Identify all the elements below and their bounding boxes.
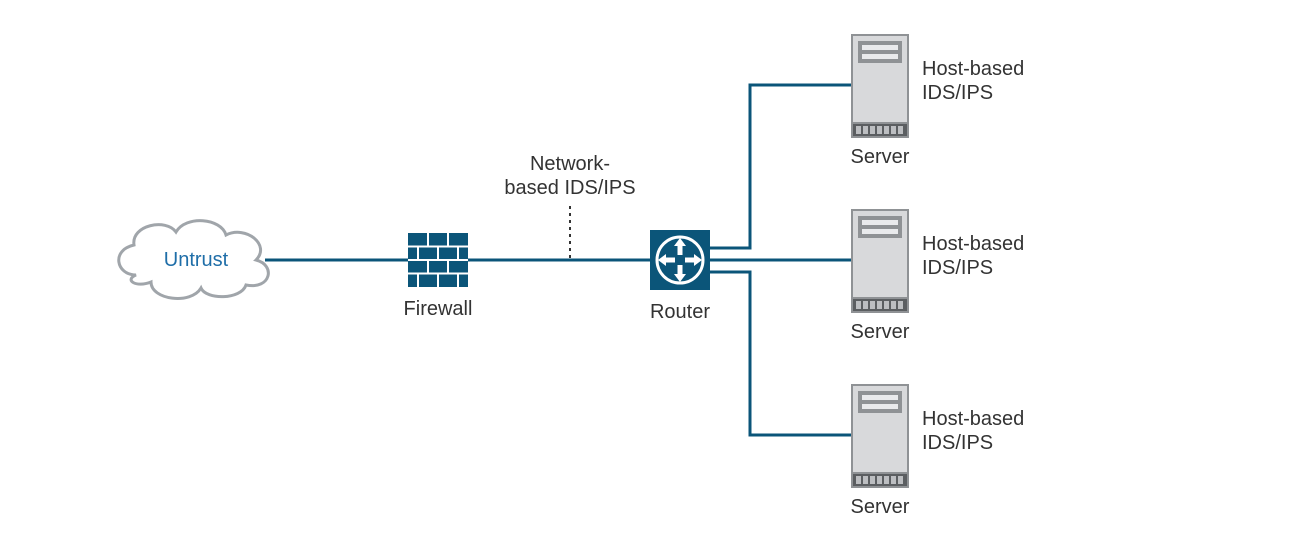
firewall-node: Firewall bbox=[404, 233, 473, 320]
server-2-label: Server bbox=[851, 321, 910, 343]
server-node-3: Server Host-based IDS/IPS bbox=[851, 385, 1025, 518]
network-diagram: Network- based IDS/IPS Untrust Firewall bbox=[0, 0, 1316, 549]
edges bbox=[265, 85, 852, 435]
router-node: Router bbox=[650, 230, 710, 323]
server-node-2: Server Host-based IDS/IPS bbox=[851, 210, 1025, 343]
server-3-label: Server bbox=[851, 496, 910, 518]
server-icon bbox=[852, 35, 908, 137]
server-1-side-1: Host-based bbox=[922, 58, 1024, 80]
cloud-node: Untrust bbox=[119, 221, 269, 299]
server-3-side-1: Host-based bbox=[922, 408, 1024, 430]
server-icon bbox=[852, 385, 908, 487]
server-1-label: Server bbox=[851, 146, 910, 168]
server-node-1: Server Host-based IDS/IPS bbox=[851, 35, 1025, 168]
ids-tap-label-2: based IDS/IPS bbox=[504, 177, 635, 199]
firewall-label: Firewall bbox=[404, 298, 473, 320]
router-label: Router bbox=[650, 301, 710, 323]
server-2-side-2: IDS/IPS bbox=[922, 257, 993, 279]
cloud-label: Untrust bbox=[164, 249, 229, 271]
server-2-side-1: Host-based bbox=[922, 233, 1024, 255]
edge-router-server3 bbox=[710, 272, 852, 435]
edge-router-server1 bbox=[710, 85, 852, 248]
ids-tap-label-1: Network- bbox=[530, 153, 610, 175]
server-icon bbox=[852, 210, 908, 312]
server-1-side-2: IDS/IPS bbox=[922, 82, 993, 104]
server-3-side-2: IDS/IPS bbox=[922, 432, 993, 454]
